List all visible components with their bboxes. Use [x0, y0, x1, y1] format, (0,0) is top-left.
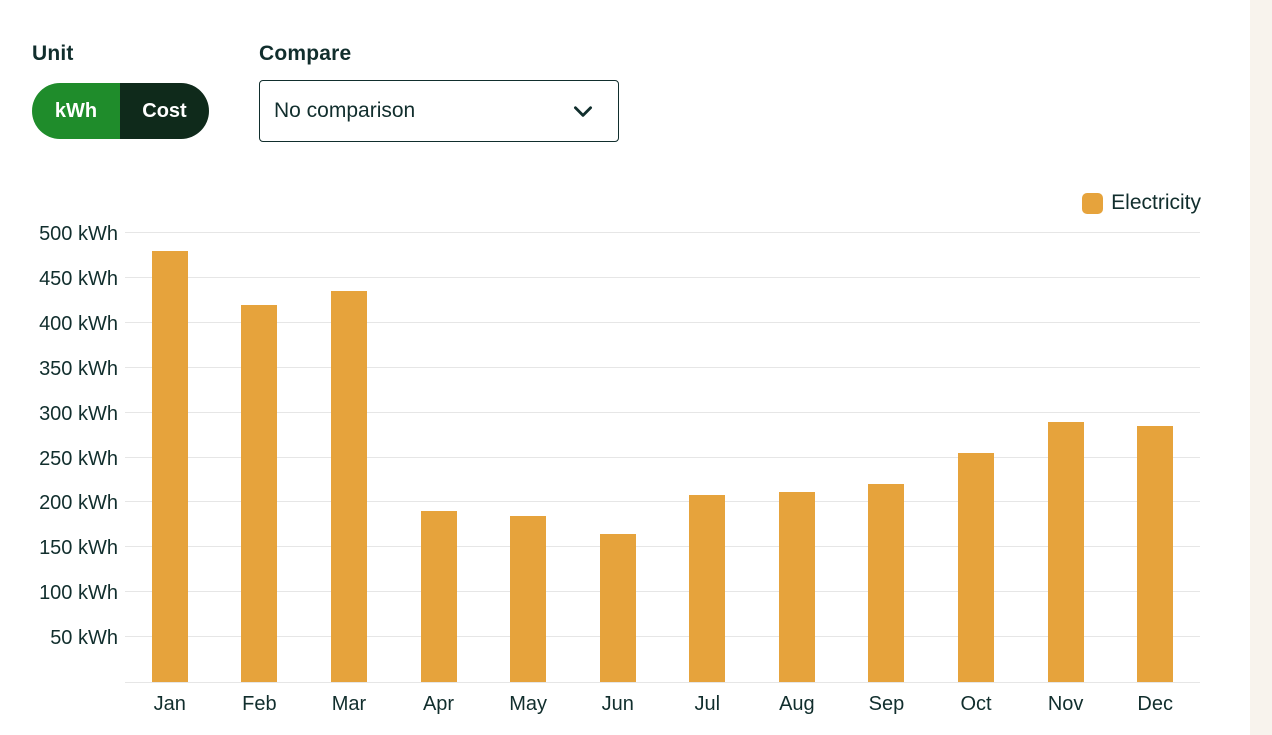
bar-oct[interactable]: [958, 453, 995, 682]
x-axis-tick-label: May: [509, 693, 548, 715]
x-axis-tick-label: Nov: [1047, 693, 1084, 715]
bar-apr[interactable]: [420, 511, 457, 682]
chevron-down-icon: [574, 106, 592, 117]
bar-aug[interactable]: [778, 491, 815, 682]
x-axis-labels: Jan Feb Mar Apr May Jun Jul Aug Sep Oct Nov Dec: [0, 693, 1272, 723]
x-axis-tick-label: Aug: [779, 693, 815, 715]
y-axis-labels: 500 kWh 450 kWh 400 kWh 350 kWh 300 kWh 250 k…: [0, 223, 118, 683]
y-axis-tick-label: 250 kWh: [39, 447, 118, 470]
y-axis-tick-label: 500 kWh: [39, 223, 118, 245]
plot-area: [125, 232, 1200, 683]
x-axis-tick-label: Feb: [242, 693, 277, 715]
gridline: [125, 456, 1200, 458]
y-axis-tick-label: 350 kWh: [39, 357, 118, 380]
bar-mar[interactable]: [330, 291, 367, 682]
x-axis-tick-label: Jan: [153, 693, 186, 715]
y-axis-tick-label: 100 kWh: [39, 582, 118, 605]
y-axis-tick-label: 200 kWh: [39, 492, 118, 515]
unit-toggle-cost-button[interactable]: Cost: [120, 83, 209, 139]
y-axis-tick-label: 150 kWh: [39, 537, 118, 560]
gridline: [125, 411, 1200, 413]
page-background-strip: [1250, 0, 1272, 735]
bar-feb[interactable]: [241, 304, 278, 682]
x-axis-tick-label: Dec: [1137, 693, 1173, 715]
unit-toggle: kWh Cost: [32, 83, 209, 139]
bar-jul[interactable]: [689, 495, 726, 682]
gridline: [125, 232, 1200, 233]
x-axis-tick-label: Oct: [960, 693, 992, 715]
unit-label: Unit: [32, 42, 74, 65]
gridline: [125, 546, 1200, 548]
gridline: [125, 636, 1200, 638]
y-axis-tick-label: 50 kWh: [50, 627, 118, 650]
y-axis-tick-label: 450 kWh: [39, 267, 118, 290]
x-axis-tick-label: Mar: [331, 693, 367, 715]
legend-swatch-electricity: [1082, 192, 1104, 214]
gridline: [125, 501, 1200, 503]
x-axis-tick-label: Jun: [601, 693, 634, 715]
bar-dec[interactable]: [1137, 426, 1174, 682]
bar-jun[interactable]: [599, 533, 636, 682]
bar-may[interactable]: [510, 515, 547, 682]
compare-label: Compare: [259, 42, 352, 65]
legend-label-electricity: Electricity: [1111, 191, 1201, 214]
bar-sep[interactable]: [868, 484, 905, 682]
unit-toggle-kwh-button[interactable]: kWh: [32, 83, 120, 139]
compare-dropdown-value: No comparison: [274, 99, 416, 122]
bar-nov[interactable]: [1047, 421, 1084, 682]
x-axis-tick-label: Jul: [694, 693, 721, 715]
gridline: [125, 591, 1200, 593]
y-axis-tick-label: 300 kWh: [39, 402, 118, 425]
compare-dropdown[interactable]: No comparison: [259, 80, 619, 142]
x-axis-tick-label: Apr: [422, 693, 455, 715]
x-axis-tick-label: Sep: [868, 693, 905, 715]
gridline: [125, 366, 1200, 368]
chart-legend: Electricity: [1082, 191, 1201, 215]
gridline: [125, 321, 1200, 323]
y-axis-tick-label: 400 kWh: [39, 312, 118, 335]
bar-jan[interactable]: [151, 250, 188, 682]
gridline: [125, 276, 1200, 278]
